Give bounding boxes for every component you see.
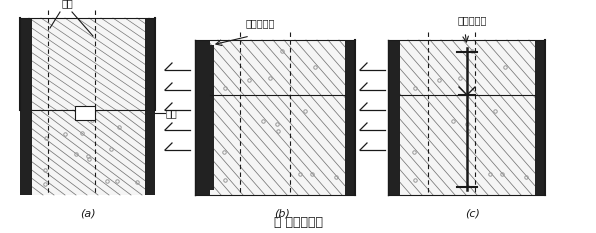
Text: 留槽: 留槽 (166, 108, 178, 118)
Text: (a): (a) (80, 209, 95, 219)
Bar (145, 110, 155, 195)
Bar (345, 40, 355, 195)
Bar (400, 40, 535, 195)
Bar (145, 18, 155, 110)
Bar (210, 40, 345, 195)
Bar (388, 40, 400, 195)
Text: 图 施工缝构造: 图 施工缝构造 (274, 216, 322, 229)
Bar (20, 18, 155, 110)
Text: (b): (b) (275, 209, 290, 219)
Bar (207, 45, 214, 190)
Bar (535, 40, 545, 195)
Bar (32, 110, 145, 195)
Bar (20, 110, 32, 195)
Text: 钢筋: 钢筋 (62, 0, 74, 8)
Text: 外贴止水带: 外贴止水带 (246, 18, 275, 28)
Bar (75, 106, 95, 120)
Bar (20, 18, 32, 110)
Text: (c): (c) (465, 209, 480, 219)
Text: 中埋止水带: 中埋止水带 (457, 15, 487, 25)
Bar (195, 40, 210, 195)
